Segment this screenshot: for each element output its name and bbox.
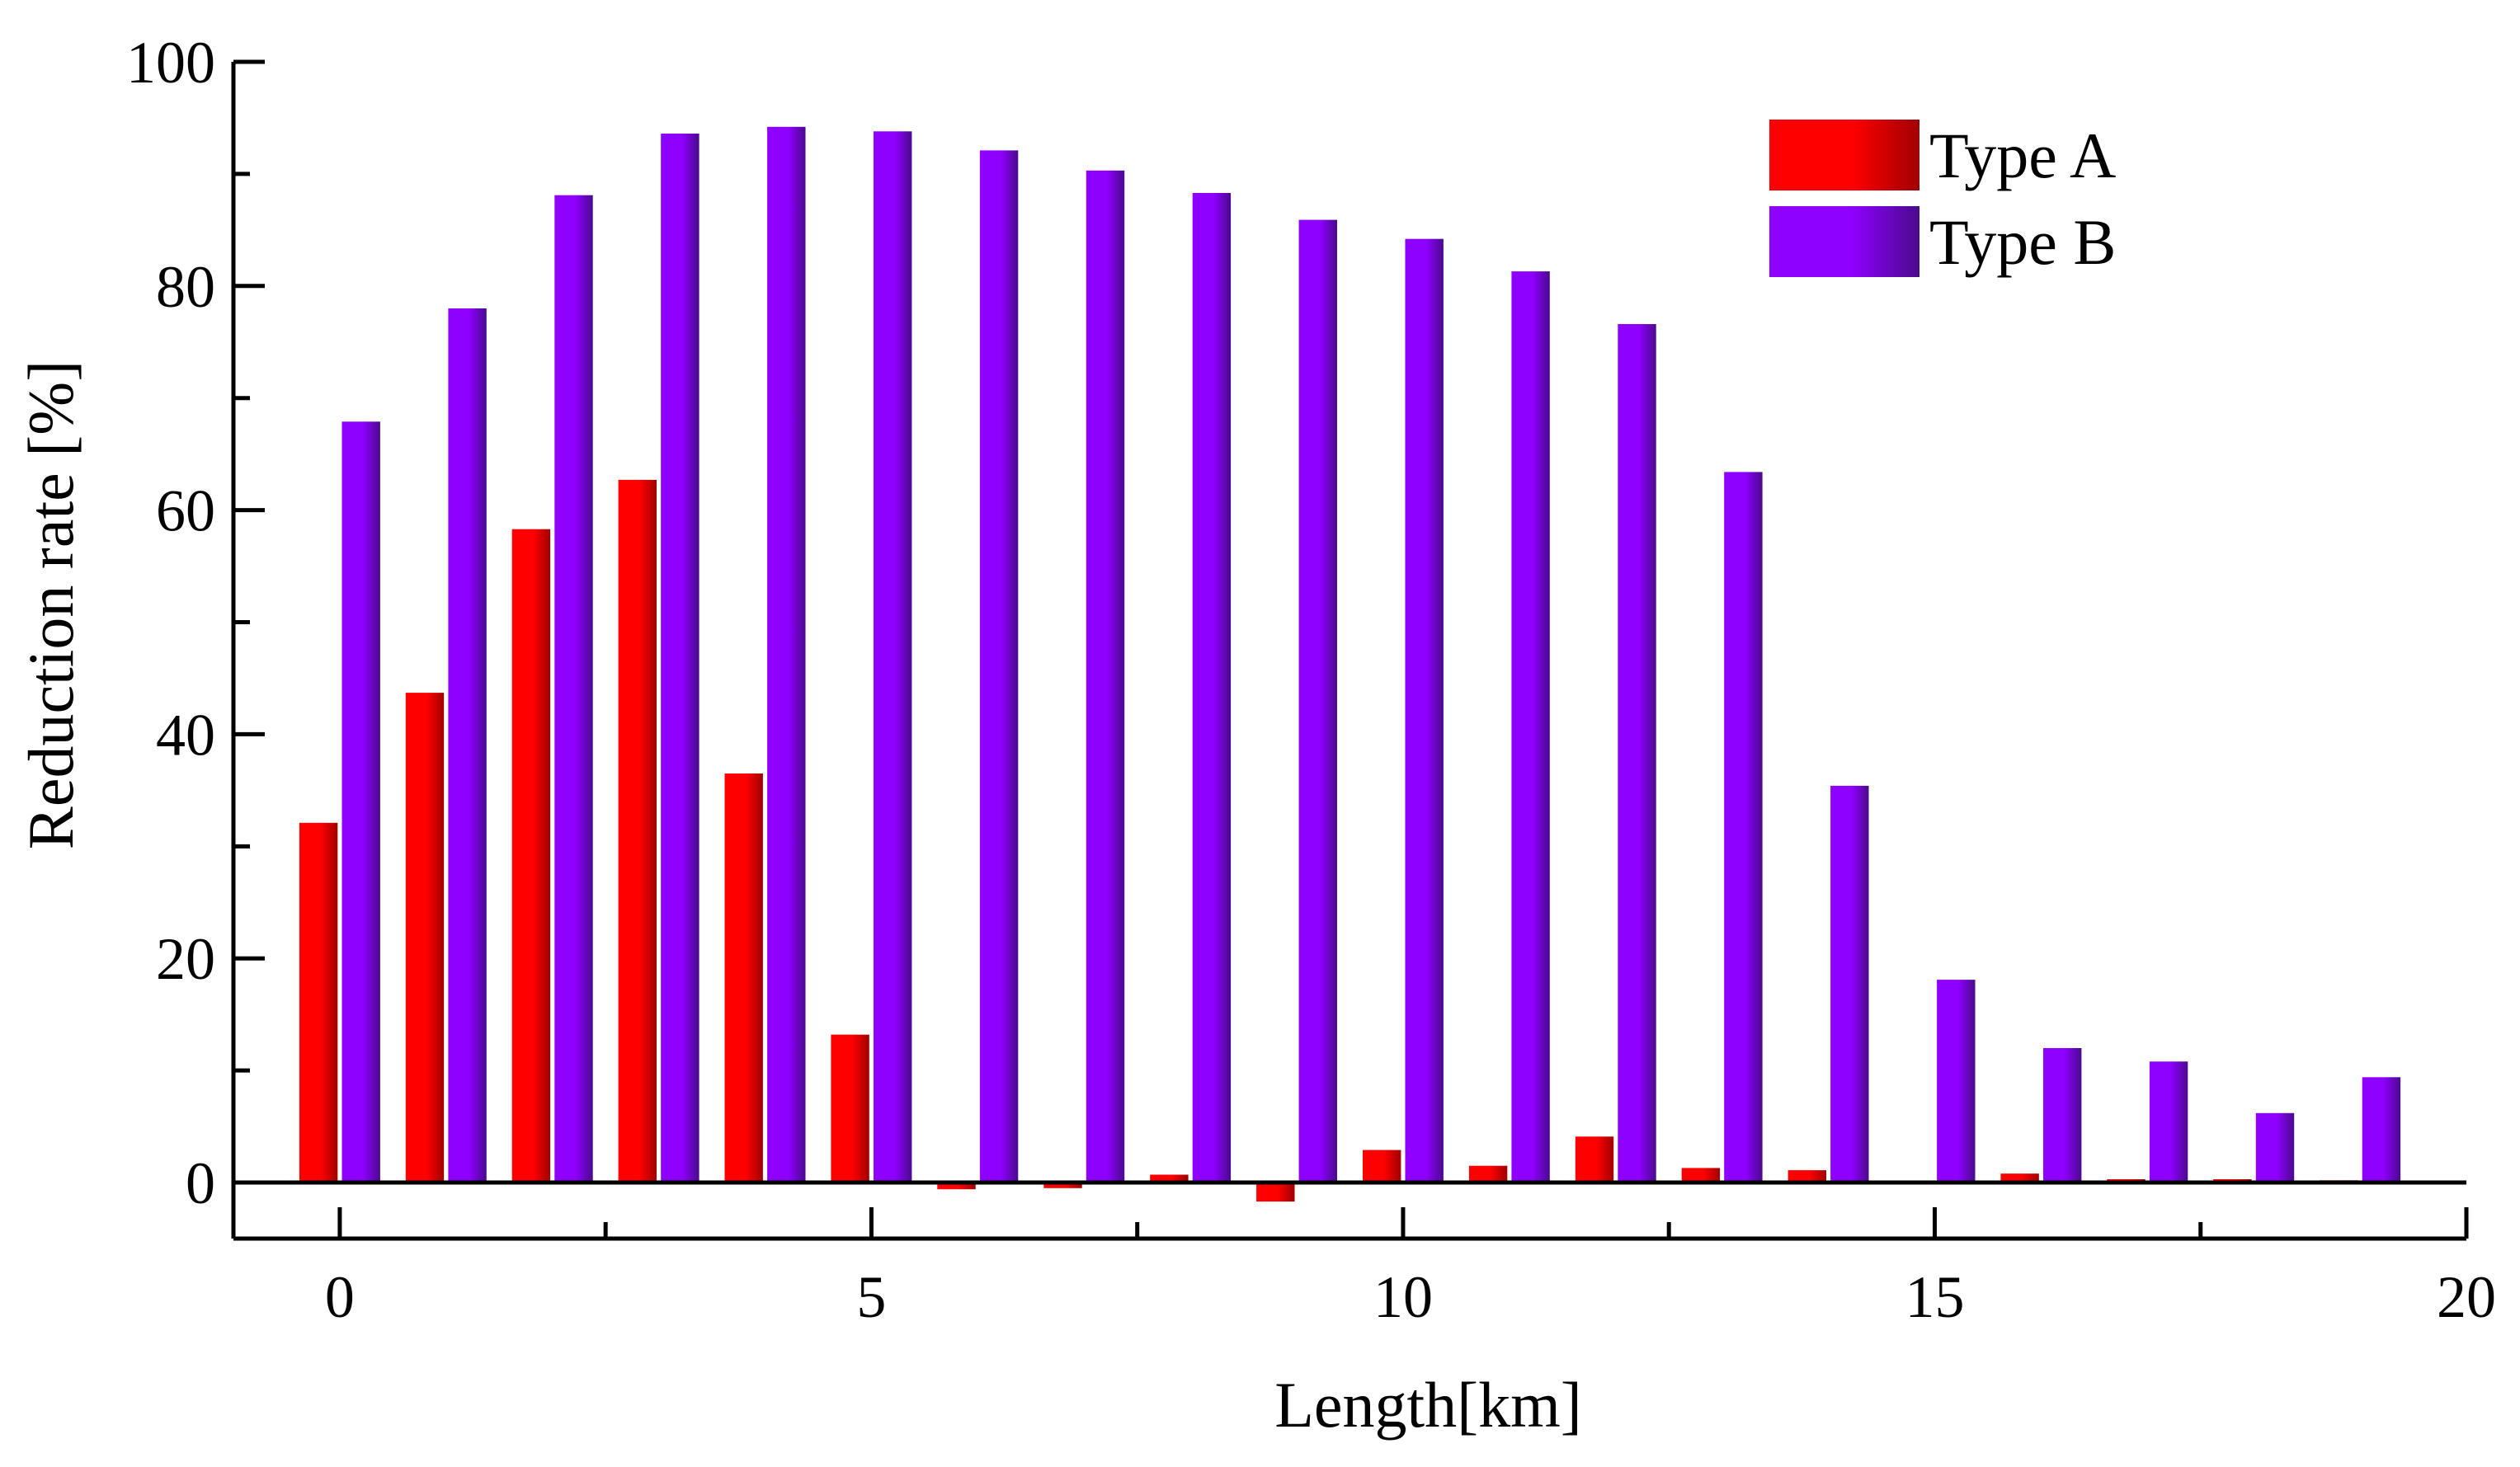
y-tick-label-100: 100 [126,30,215,96]
bar-type-b-8 [1192,193,1232,1183]
bar-type-a-13 [1681,1168,1721,1183]
bar-type-a-1 [405,693,445,1183]
y-tick-label-40: 40 [156,702,215,768]
labels-layer: 0 20 40 60 80 100 0 5 10 15 20 Length[km] Reduction … [15,30,2496,1441]
x-tick-label-0: 0 [325,1264,355,1330]
bar-type-a-4 [724,773,763,1183]
bar-type-b-16 [2043,1048,2082,1183]
bar-type-b-3 [661,134,699,1183]
bar-type-a-8 [1150,1174,1189,1183]
bar-type-a-14 [1788,1170,1826,1183]
bar-type-a-7 [1043,1183,1082,1188]
y-tick-label-60: 60 [156,478,215,544]
bar-type-b-9 [1298,219,1337,1183]
bar-type-b-17 [2149,1061,2188,1183]
axes-layer [231,59,2469,1241]
bar-type-a-16 [2000,1173,2039,1183]
x-tick-label-20: 20 [2437,1264,2496,1330]
bar-type-b-10 [1405,238,1444,1183]
bar-type-b-18 [2255,1112,2295,1183]
y-axis-title: Reduction rate [%] [15,360,87,849]
bar-type-a-2 [511,529,551,1183]
legend-swatch-type-b [1769,206,1919,277]
legend: Type A Type B [1769,120,2116,278]
bars-layer [299,126,2401,1202]
bar-type-b-0 [341,421,380,1183]
x-tick-label-15: 15 [1905,1264,1964,1330]
bar-type-a-12 [1575,1136,1614,1183]
bar-type-b-1 [448,308,487,1183]
bar-type-b-12 [1618,324,1656,1183]
y-tick-label-0: 0 [186,1150,215,1216]
bar-type-b-19 [2362,1077,2401,1183]
bar-type-a-5 [831,1034,869,1183]
bar-type-a-0 [299,822,338,1183]
y-tick-label-20: 20 [156,926,215,992]
bar-type-b-5 [874,131,912,1183]
legend-label-type-b: Type B [1929,206,2116,278]
legend-label-type-a: Type A [1929,120,2116,191]
bar-type-b-6 [979,150,1019,1183]
legend-swatch-type-a [1769,120,1919,190]
bar-type-b-14 [1830,785,1869,1183]
bar-type-b-13 [1724,472,1763,1183]
bar-type-a-6 [937,1183,976,1190]
bar-type-b-7 [1086,170,1125,1183]
bar-type-b-2 [554,195,593,1183]
y-tick-label-80: 80 [156,254,215,320]
bar-type-a-10 [1363,1150,1401,1183]
bar-type-a-11 [1468,1165,1508,1183]
bar-type-a-3 [618,479,657,1183]
x-axis-title: Length[km] [1274,1369,1582,1441]
bar-type-a-9 [1256,1183,1295,1202]
x-tick-label-10: 10 [1373,1264,1433,1330]
bar-type-b-4 [767,126,806,1183]
bar-type-b-15 [1937,980,1976,1183]
bar-type-b-11 [1511,271,1550,1183]
x-tick-label-5: 5 [856,1264,886,1330]
